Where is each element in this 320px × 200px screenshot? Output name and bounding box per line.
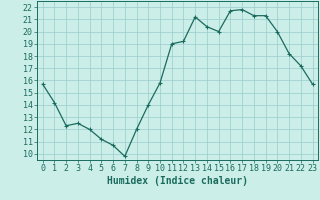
- X-axis label: Humidex (Indice chaleur): Humidex (Indice chaleur): [107, 176, 248, 186]
